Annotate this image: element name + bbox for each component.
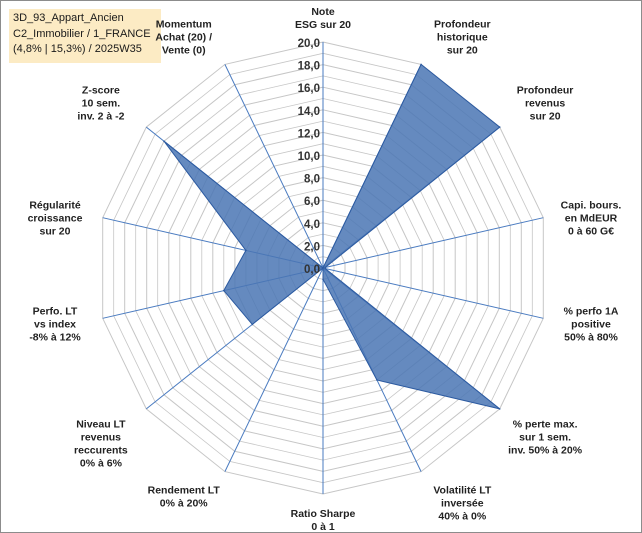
axis-label-7: Ratio Sharpe 0 à 1 (291, 508, 356, 532)
data-point-1 (420, 63, 422, 66)
axis-label-4-line-1: positive (571, 319, 611, 331)
data-point-4 (324, 267, 327, 270)
axis-label-8-line-1: 0% à 20% (160, 497, 209, 509)
axis-label-3-line-2: 0 à 60 G€ (568, 226, 614, 238)
axis-label-10-line-1: vs index (34, 319, 76, 331)
tick-label-3: 6,0 (304, 196, 320, 208)
axis-label-10: Perfo. LT vs index -8% à 12% (29, 306, 81, 344)
axis-label-12-line-0: Z-score (82, 85, 120, 97)
tick-label-10: 20,0 (298, 38, 320, 50)
axis-label-6: Volatilité LT inversée 40% à 0% (433, 484, 492, 522)
axis-label-6-line-1: inversée (441, 497, 484, 509)
data-point-10 (223, 289, 225, 292)
axis-spoke-8 (224, 267, 324, 472)
axis-label-3: Capi. bours. en MdEUR 0 à 60 G€ (561, 200, 622, 238)
axis-label-12-line-2: inv. 2 à -2 (77, 111, 124, 123)
data-point-5 (498, 408, 501, 410)
axis-label-8: Rendement LT 0% à 20% (148, 484, 221, 509)
axis-label-2-line-0: Profondeur (517, 85, 574, 97)
axis-label-0-line-0: Note (311, 6, 334, 18)
axis-label-1: Profondeur historique sur 20 (434, 19, 491, 57)
tick-label-1: 2,0 (304, 241, 320, 253)
axis-label-2: Profondeur revenus sur 20 (517, 85, 574, 123)
data-point-12 (163, 140, 165, 142)
axis-label-7-line-1: 0 à 1 (311, 521, 335, 532)
chart-title-line-3: (4,8% | 15,3%) / 2025W35 (13, 43, 142, 55)
axis-spoke-3 (322, 217, 544, 269)
data-point-6 (376, 379, 378, 381)
data-point-13 (322, 267, 324, 269)
axis-label-1-line-2: sur 20 (447, 45, 478, 57)
axis-spoke-4 (322, 267, 544, 319)
axis-label-6-line-2: 40% à 0% (438, 510, 487, 522)
axis-spoke-13 (224, 64, 324, 269)
tick-label-9: 18,0 (298, 61, 320, 73)
tick-label-0: 0,0 (304, 264, 320, 276)
axis-label-13: Momentum Achat (20) / Vente (0) (155, 19, 212, 57)
chart-title-line-1: 3D_93_Appart_Ancien (13, 12, 124, 24)
axis-label-11-line-0: Régularité (29, 200, 81, 212)
tick-label-5: 10,0 (298, 151, 320, 163)
axis-label-10-line-0: Perfo. LT (33, 306, 78, 318)
axis-label-9-line-3: 0% à 6% (80, 457, 123, 469)
tick-label-2: 4,0 (304, 219, 320, 231)
tick-label-7: 14,0 (298, 106, 320, 118)
axis-label-11: Régularité croissance sur 20 (28, 200, 83, 238)
tick-label-6: 12,0 (298, 128, 320, 140)
tick-label-8: 16,0 (298, 83, 320, 95)
axis-label-1-line-0: Profondeur (434, 19, 491, 31)
axis-label-5-line-2: inv. 50% à 20% (508, 444, 583, 456)
axis-label-13-line-0: Momentum (156, 19, 212, 31)
axis-label-0-line-1: ESG sur 20 (295, 19, 351, 31)
axis-label-12-line-1: 10 sem. (82, 98, 121, 110)
chart-title-box: 3D_93_Appart_Ancien C2_Immobilier / 1_FR… (9, 9, 161, 63)
axis-label-2-line-2: sur 20 (530, 111, 561, 123)
axis-label-5-line-1: sur 1 sem. (519, 431, 571, 443)
axis-label-6-line-0: Volatilité LT (433, 484, 492, 496)
axis-label-5: % perte max. sur 1 sem. inv. 50% à 20% (508, 418, 583, 456)
axis-label-11-line-1: croissance (28, 213, 83, 225)
axis-label-9-line-2: reccurents (74, 444, 128, 456)
axis-label-3-line-1: en MdEUR (565, 213, 618, 225)
axis-label-12: Z-score 10 sem. inv. 2 à -2 (77, 85, 124, 123)
axis-label-9-line-1: revenus (81, 431, 121, 443)
axis-label-10-line-2: -8% à 12% (29, 332, 81, 344)
axis-label-1-line-1: historique (437, 32, 488, 44)
data-point-2 (498, 126, 501, 128)
axis-label-2-line-1: revenus (525, 98, 565, 110)
axis-label-11-line-2: sur 20 (40, 226, 71, 238)
tick-label-4: 8,0 (304, 174, 320, 186)
chart-title-line-2: C2_Immobilier / 1_FRANCE (13, 27, 151, 40)
axis-label-4: % perfo 1A positive 50% à 80% (564, 306, 619, 344)
axis-label-7-line-0: Ratio Sharpe (291, 508, 356, 520)
axis-label-3-line-0: Capi. bours. (561, 200, 622, 212)
data-point-11 (245, 249, 247, 252)
data-point-9 (251, 323, 254, 326)
axis-label-0: Note ESG sur 20 (295, 6, 351, 31)
axis-label-13-line-2: Vente (0) (162, 45, 206, 57)
axis-label-9: Niveau LT revenus reccurents 0% à 6% (74, 418, 128, 469)
axis-label-5-line-0: % perte max. (513, 418, 578, 430)
data-point-7 (322, 278, 324, 281)
axis-label-4-line-0: % perfo 1A (564, 306, 619, 318)
axis-label-13-line-1: Achat (20) / (155, 32, 212, 44)
axis-label-4-line-2: 50% à 80% (564, 332, 618, 344)
series-area-0 (163, 63, 501, 410)
axis-label-9-line-0: Niveau LT (76, 418, 126, 430)
axis-label-8-line-0: Rendement LT (148, 484, 221, 496)
